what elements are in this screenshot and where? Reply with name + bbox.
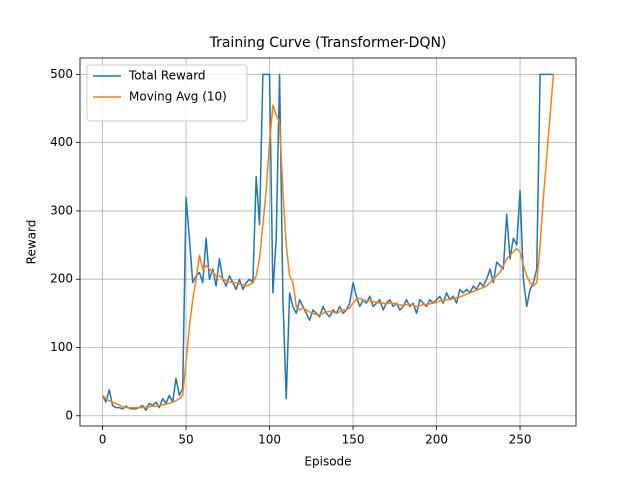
legend-label: Total Reward: [128, 69, 206, 83]
y-axis-label: Reward: [25, 220, 39, 265]
legend-box: [86, 64, 248, 122]
y-tick-label: 400: [50, 135, 73, 149]
x-tick-label: 200: [425, 433, 448, 447]
y-tick-label: 0: [65, 408, 73, 422]
chart-title: Training Curve (Transformer-DQN): [209, 35, 447, 51]
axes-frame: [79, 57, 577, 427]
y-tick-label: 300: [50, 203, 73, 217]
y-tick-label: 200: [50, 272, 73, 286]
x-axis-label: Episode: [304, 455, 351, 469]
y-tick-label: 100: [50, 340, 73, 354]
x-tick-label: 0: [99, 433, 107, 447]
y-tick-label: 500: [50, 67, 73, 81]
x-tick-label: 250: [509, 433, 532, 447]
x-tick-label: 50: [178, 433, 193, 447]
x-tick-label: 100: [258, 433, 281, 447]
x-tick-label: 150: [342, 433, 365, 447]
data-line: [102, 74, 555, 409]
data-line: [101, 73, 554, 412]
legend-label: Moving Avg (10): [129, 90, 227, 104]
